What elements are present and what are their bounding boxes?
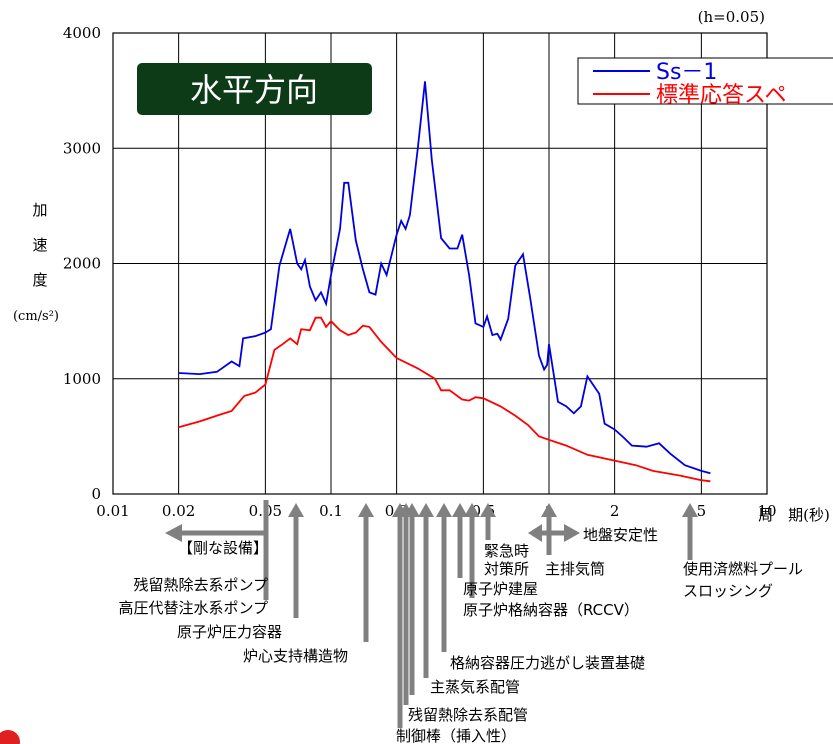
title-box <box>137 63 372 115</box>
y-tick-label: 4000 <box>63 24 101 42</box>
annotation: 残留熱除去系配管 <box>408 706 528 724</box>
x-tick-label: 5 <box>697 502 707 520</box>
x-tick-label: 10 <box>757 502 776 520</box>
annotation: 高圧代替注水系ポンプ <box>118 599 268 617</box>
y-tick-label: 1000 <box>63 370 101 388</box>
arrow-head <box>541 503 557 517</box>
arrow-head <box>358 503 374 517</box>
series-line <box>178 81 711 475</box>
y-tick-label: 0 <box>91 485 101 503</box>
y-axis-label: 加 <box>32 201 47 219</box>
x-axis-label: 周 期(秒) <box>758 506 830 524</box>
arrow-head <box>564 524 580 542</box>
legend-label: 標準応答スペ <box>656 83 786 108</box>
legend-box <box>577 57 833 105</box>
corner-mark <box>0 730 20 744</box>
arrow-head <box>404 503 420 517</box>
chart-title: 水平方向 <box>190 71 318 109</box>
arrow-head <box>165 524 182 542</box>
annotation: 使用済燃料プール <box>683 560 803 578</box>
annotation: 格納容器圧力逃がし装置基礎 <box>450 654 645 672</box>
annotation: 主蒸気系配管 <box>430 678 520 696</box>
x-tick-label: 0.01 <box>96 502 129 520</box>
arrow-head <box>436 503 452 517</box>
annotation: 緊急時 <box>484 542 529 560</box>
annotation: 原子炉格納容器（RCCV） <box>463 601 639 619</box>
x-tick-label: 0.02 <box>162 502 195 520</box>
annotation: 主排気筒 <box>545 560 605 578</box>
arrow-head <box>418 503 434 517</box>
annotation-arrows <box>165 500 698 728</box>
y-tick-label: 2000 <box>63 255 101 273</box>
annotation: 【剛な設備】 <box>178 539 268 557</box>
annotation: 原子炉圧力容器 <box>177 623 282 641</box>
annotation: 残留熱除去系ポンプ <box>133 576 268 594</box>
x-tick-label: 0.1 <box>319 502 343 520</box>
x-tick-label: 2 <box>610 502 620 520</box>
arrow-head <box>464 503 480 517</box>
annotation: 地盤安定性 <box>583 526 658 544</box>
arrow-head <box>528 524 542 542</box>
arrow-head <box>288 503 304 517</box>
arrow-head <box>682 503 698 517</box>
y-axis-label: 速 <box>32 236 47 254</box>
annotation: スロッシング <box>683 582 773 600</box>
y-axis-label: (cm/s²) <box>13 309 59 324</box>
annotation: 炉心支持構造物 <box>243 647 348 665</box>
annotation: 原子炉建屋 <box>463 580 538 598</box>
legend-label: Ss－1 <box>656 60 717 85</box>
arrow-head <box>452 503 468 517</box>
series-line <box>178 316 711 483</box>
arrow-head <box>480 503 496 517</box>
y-axis-label: 度 <box>32 271 47 289</box>
annotation: 対策所 <box>484 560 529 578</box>
annotation: 制御棒（挿入性） <box>396 727 516 744</box>
y-tick-label: 3000 <box>63 139 101 157</box>
note: (h=0.05) <box>698 8 765 26</box>
